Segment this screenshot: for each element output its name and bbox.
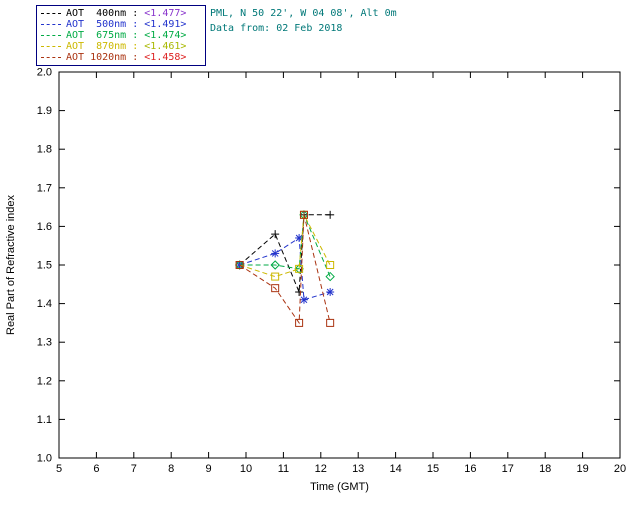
legend-item: AOT 500nm : <1.491>: [41, 19, 201, 30]
svg-text:14: 14: [389, 463, 401, 475]
svg-text:1.3: 1.3: [37, 337, 52, 349]
svg-text:8: 8: [168, 463, 174, 475]
legend-item-value: <1.461>: [144, 41, 187, 52]
data-date: Data from: 02 Feb 2018: [210, 23, 343, 34]
svg-text:9: 9: [206, 463, 212, 475]
legend-item-value: <1.491>: [144, 19, 187, 30]
svg-text:1.1: 1.1: [37, 414, 52, 426]
station-header: PML, N 50 22', W 04 08', Alt 0m Data fro…: [210, 6, 397, 36]
svg-text:1.6: 1.6: [37, 221, 52, 233]
legend-line-sample: [41, 35, 61, 36]
legend-item-label: AOT 870nm :: [66, 41, 145, 52]
legend: AOT 400nm : <1.477> AOT 500nm : <1.491> …: [36, 5, 206, 66]
svg-text:1.4: 1.4: [37, 298, 52, 310]
legend-line-sample: [41, 46, 61, 47]
svg-text:1.7: 1.7: [37, 182, 52, 194]
svg-text:19: 19: [576, 463, 588, 475]
svg-text:1.2: 1.2: [37, 375, 52, 387]
svg-text:1.5: 1.5: [37, 260, 52, 272]
svg-text:13: 13: [352, 463, 364, 475]
legend-item-label: AOT 400nm :: [66, 8, 145, 19]
legend-item-label: AOT 500nm :: [66, 19, 145, 30]
svg-text:16: 16: [464, 463, 476, 475]
legend-item-value: <1.458>: [144, 52, 187, 63]
svg-text:6: 6: [93, 463, 99, 475]
legend-item-value: <1.477>: [144, 8, 187, 19]
svg-text:17: 17: [502, 463, 514, 475]
svg-text:2.0: 2.0: [37, 67, 52, 79]
legend-item-value: <1.474>: [144, 30, 187, 41]
legend-line-sample: [41, 57, 61, 58]
svg-text:18: 18: [539, 463, 551, 475]
svg-text:7: 7: [131, 463, 137, 475]
svg-text:Real Part of Refractive index: Real Part of Refractive index: [5, 194, 17, 335]
legend-item: AOT 870nm : <1.461>: [41, 41, 201, 52]
legend-item: AOT 675nm : <1.474>: [41, 30, 201, 41]
svg-text:5: 5: [56, 463, 62, 475]
svg-text:20: 20: [614, 463, 626, 475]
legend-item: AOT 1020nm : <1.458>: [41, 52, 201, 63]
svg-text:1.9: 1.9: [37, 105, 52, 117]
svg-text:15: 15: [427, 463, 439, 475]
svg-text:10: 10: [240, 463, 252, 475]
svg-text:1.0: 1.0: [37, 453, 52, 465]
legend-item: AOT 400nm : <1.477>: [41, 8, 201, 19]
station-info: PML, N 50 22', W 04 08', Alt 0m: [210, 8, 397, 19]
legend-item-label: AOT 1020nm :: [66, 52, 145, 63]
legend-line-sample: [41, 13, 61, 14]
legend-item-label: AOT 675nm :: [66, 30, 145, 41]
legend-line-sample: [41, 24, 61, 25]
svg-text:12: 12: [315, 463, 327, 475]
svg-text:Time (GMT): Time (GMT): [310, 481, 369, 493]
svg-text:11: 11: [278, 463, 289, 475]
svg-text:1.8: 1.8: [37, 144, 52, 156]
